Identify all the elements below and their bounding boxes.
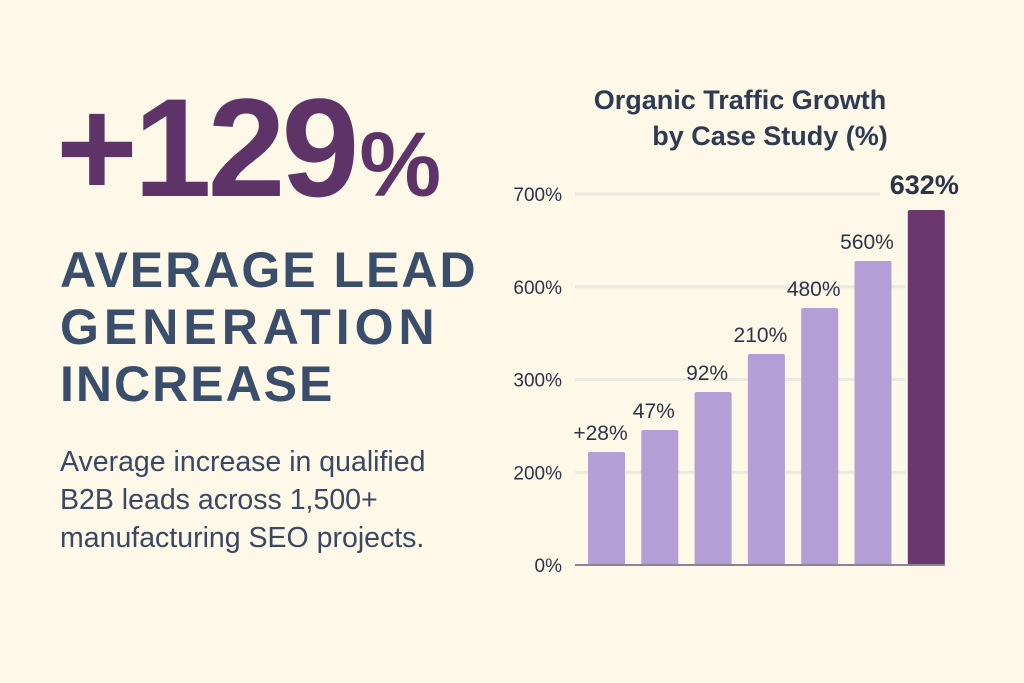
chart-title-line: by Case Study (%) <box>652 121 888 151</box>
bar <box>801 308 839 565</box>
bar <box>641 430 679 565</box>
big-stat-unit: % <box>359 114 442 216</box>
data-label: +28% <box>573 422 627 445</box>
chart-title: Organic Traffic Growth by Case Study (%) <box>540 82 940 154</box>
bar <box>694 392 732 565</box>
bar <box>854 261 892 565</box>
y-tick-label: 700% <box>513 185 562 206</box>
data-label: 92% <box>686 362 728 385</box>
big-stat-number: +129 <box>56 69 359 226</box>
y-tick-label: 300% <box>513 371 562 392</box>
headline-line: GENERATION <box>60 299 440 355</box>
description: Average increase in qualified B2B leads … <box>60 446 426 554</box>
y-tick-label: 200% <box>513 463 562 484</box>
big-stat: +129% <box>56 78 441 218</box>
bar <box>907 210 945 565</box>
data-label: 560% <box>840 231 894 254</box>
chart-title-line: Organic Traffic Growth <box>593 85 887 115</box>
y-tick-label: 600% <box>513 278 562 299</box>
data-label: 632% <box>890 170 959 200</box>
y-tick-label: 0% <box>535 556 563 577</box>
data-label: 47% <box>633 400 675 423</box>
headline-line: AVERAGE LEAD <box>60 242 478 298</box>
headline: AVERAGE LEAD GENERATION INCREASE <box>60 242 478 413</box>
bar <box>588 452 625 565</box>
bar <box>747 354 785 565</box>
data-label: 210% <box>734 324 788 347</box>
headline-line: INCREASE <box>60 356 335 412</box>
data-label: 480% <box>787 278 841 301</box>
